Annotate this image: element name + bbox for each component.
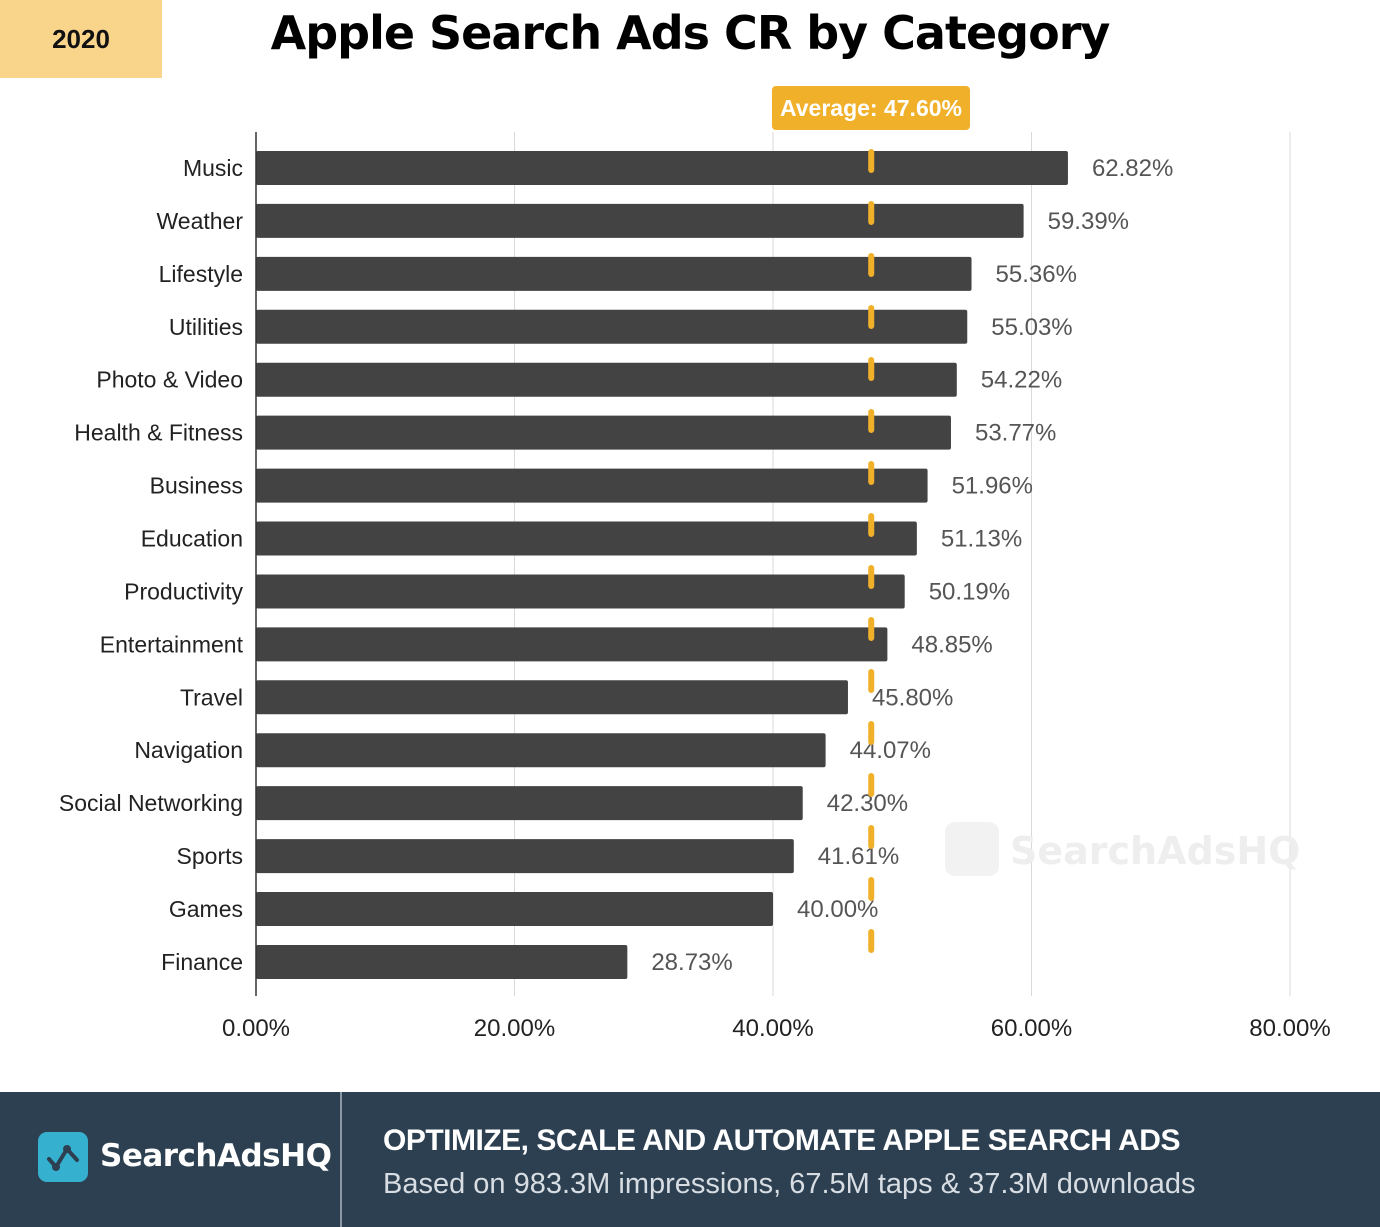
year-badge: 2020: [0, 0, 162, 78]
bar: [256, 256, 972, 291]
chart-title: Apple Search Ads CR by Category: [270, 6, 1111, 60]
category-label: Music: [183, 155, 243, 181]
bar: [256, 839, 794, 874]
bar: [256, 680, 848, 715]
category-label: Education: [141, 526, 243, 552]
category-label: Health & Fitness: [74, 420, 243, 446]
footer-subline: Based on 983.3M impressions, 67.5M taps …: [383, 1168, 1196, 1200]
bar: [256, 944, 628, 979]
category-label: Sports: [177, 843, 243, 869]
average-label-box: [772, 86, 970, 130]
x-tick-label: 60.00%: [991, 1015, 1072, 1042]
category-label: Lifestyle: [159, 261, 243, 287]
searchadshq-logo-icon: [38, 1132, 88, 1182]
average-label: Average: 47.60%: [780, 95, 962, 121]
data-label: 54.22%: [981, 367, 1062, 394]
data-label: 50.19%: [929, 578, 1010, 605]
bar-chart: 0.00% 20.00% 40.00% 60.00% 80.00% SearchAdsHQ…: [59, 86, 1331, 1042]
data-label: 51.13%: [941, 526, 1022, 553]
data-label: 51.96%: [952, 473, 1033, 500]
data-label: 48.85%: [911, 631, 992, 658]
data-label: 40.00%: [797, 896, 878, 923]
x-tick-label: 20.00%: [474, 1015, 555, 1042]
category-label: Navigation: [134, 737, 243, 763]
category-label: Social Networking: [59, 790, 243, 816]
data-label: 62.82%: [1092, 155, 1173, 182]
footer-headline: OPTIMIZE, SCALE AND AUTOMATE APPLE SEARC…: [383, 1124, 1180, 1157]
bar: [256, 892, 773, 927]
data-label: 55.03%: [991, 314, 1072, 341]
bar: [256, 733, 826, 768]
watermark: SearchAdsHQ: [1010, 829, 1300, 873]
bar: [256, 309, 968, 344]
brand-name: SearchAdsHQ: [100, 1138, 332, 1174]
bar: [256, 203, 1024, 238]
watermark-logo-icon: [945, 822, 999, 876]
data-label: 53.77%: [975, 420, 1056, 447]
bar: [256, 627, 888, 662]
category-label: Finance: [161, 949, 243, 975]
category-label: Entertainment: [100, 631, 244, 657]
data-label: 55.36%: [996, 261, 1077, 288]
category-label: Weather: [156, 208, 243, 234]
category-label: Business: [150, 473, 243, 499]
bar: [256, 574, 905, 609]
bar: [256, 521, 917, 556]
bar: [256, 151, 1068, 185]
category-label: Travel: [180, 684, 243, 710]
footer-divider: [340, 1092, 342, 1227]
data-label: 44.07%: [850, 737, 931, 764]
data-label: 42.30%: [827, 790, 908, 817]
footer: SearchAdsHQ OPTIMIZE, SCALE AND AUTOMATE…: [0, 1092, 1380, 1227]
category-label: Photo & Video: [96, 367, 243, 393]
data-label: 28.73%: [651, 949, 732, 976]
bar: [256, 468, 928, 503]
data-label: 45.80%: [872, 684, 953, 711]
data-label: 41.61%: [818, 843, 899, 870]
x-tick-label: 40.00%: [732, 1015, 813, 1042]
category-label: Games: [169, 896, 243, 922]
x-tick-label: 0.00%: [222, 1015, 290, 1042]
bar: [256, 415, 951, 450]
bar: [256, 786, 803, 821]
data-label: 59.39%: [1048, 208, 1129, 235]
category-label: Utilities: [169, 314, 243, 340]
bar: [256, 362, 957, 397]
category-label: Productivity: [124, 578, 243, 604]
x-tick-label: 80.00%: [1249, 1015, 1330, 1042]
